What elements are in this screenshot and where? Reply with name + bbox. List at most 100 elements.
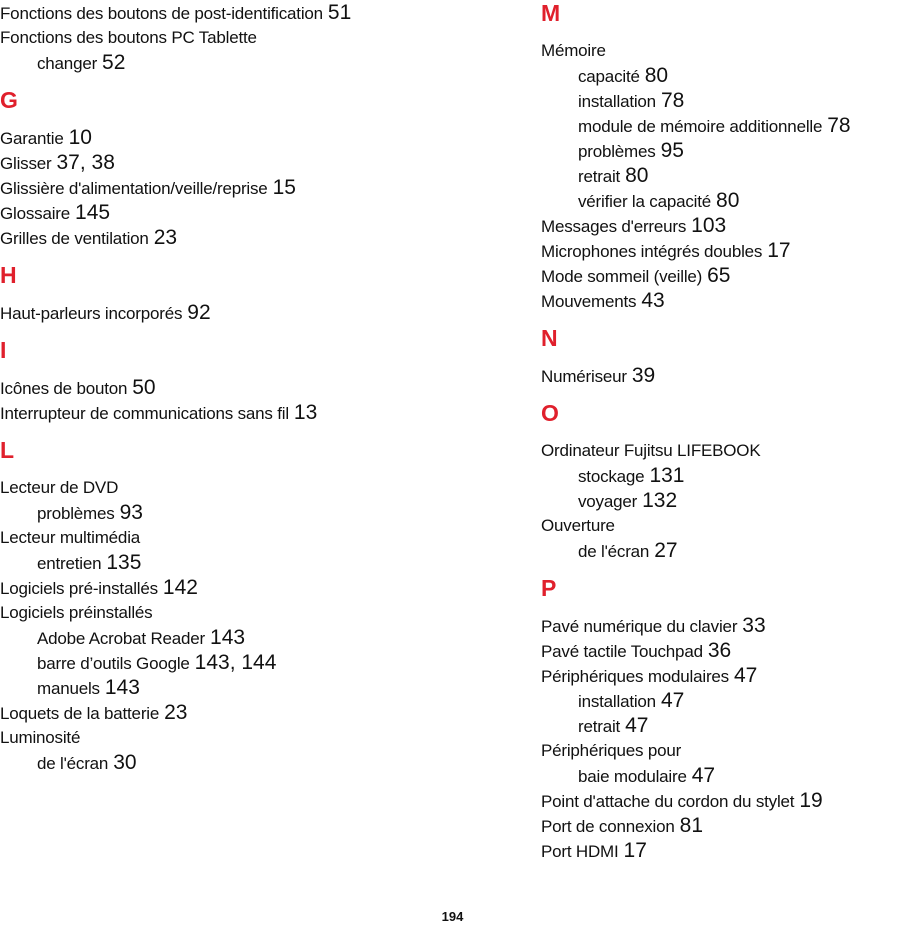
page-reference-link[interactable]: 10 — [68, 126, 92, 149]
page-reference-link[interactable]: 47 — [625, 714, 649, 737]
index-term: Mode sommeil (veille) — [541, 267, 703, 286]
index-term: Pavé numérique du clavier — [541, 617, 738, 636]
index-subentry: baie modulaire 47 — [541, 763, 905, 788]
index-term: Logiciels préinstallés — [0, 603, 153, 622]
index-letter-heading: P — [541, 575, 557, 601]
page-reference-link[interactable]: 33 — [742, 614, 766, 637]
page-reference-link[interactable]: 132 — [642, 489, 678, 512]
index-letter-heading: L — [0, 437, 15, 463]
page-reference-link[interactable]: 19 — [799, 789, 823, 812]
index-term: problèmes — [578, 142, 656, 161]
page-reference-link[interactable]: 78 — [660, 89, 685, 112]
index-term: Périphériques pour — [541, 741, 682, 760]
index-term: changer — [37, 54, 98, 73]
page-reference-link[interactable]: 47 — [660, 689, 685, 712]
index-term: Microphones intégrés doubles — [541, 242, 763, 261]
index-subentry: de l'écran 27 — [541, 538, 905, 563]
page-reference-link[interactable]: 95 — [660, 139, 684, 162]
page-reference-link[interactable]: 93 — [119, 501, 143, 524]
index-subentry: retrait 80 — [541, 163, 905, 188]
index-term: vérifier la capacité — [578, 192, 712, 211]
index-entry: Fonctions des boutons de post-identifica… — [0, 0, 470, 25]
index-letter-heading: N — [541, 325, 558, 351]
page-reference-link[interactable]: 47 — [733, 664, 758, 687]
index-entry: Périphériques pour — [541, 738, 905, 763]
page-reference-link[interactable]: 145 — [75, 201, 111, 224]
page-reference-link[interactable]: 27 — [654, 539, 678, 562]
index-entry: Ouverture — [541, 513, 905, 538]
index-letter-heading: H — [0, 262, 17, 288]
index-entry: Lecteur multimédia — [0, 525, 470, 550]
page-reference-link[interactable]: 143, 144 — [194, 651, 277, 674]
page-reference-link[interactable]: 47 — [691, 764, 716, 787]
index-term: Lecteur de DVD — [0, 478, 119, 497]
index-term: de l'écran — [37, 754, 109, 773]
index-entry: Glossaire 145 — [0, 200, 470, 225]
index-entry: Haut-parleurs incorporés 92 — [0, 300, 470, 325]
index-entry: Icônes de bouton 50 — [0, 375, 470, 400]
page-reference-link[interactable]: 23 — [153, 226, 178, 249]
index-term: Port HDMI — [541, 842, 619, 861]
index-term: Glisser — [0, 154, 52, 173]
index-entry: Ordinateur Fujitsu LIFEBOOK — [541, 438, 905, 463]
index-letter-heading: G — [0, 87, 18, 113]
page-reference-link[interactable]: 81 — [679, 814, 703, 837]
page-reference-link[interactable]: 36 — [707, 639, 732, 662]
index-subentry: problèmes 95 — [541, 138, 905, 163]
page-reference-link[interactable]: 23 — [164, 701, 188, 724]
index-subentry: voyager 132 — [541, 488, 905, 513]
page-reference-link[interactable]: 80 — [716, 189, 740, 212]
page-reference-link[interactable]: 135 — [106, 551, 142, 574]
index-term: Haut-parleurs incorporés — [0, 304, 183, 323]
page-reference-link[interactable]: 39 — [631, 364, 656, 387]
index-term: Point d'attache du cordon du stylet — [541, 792, 795, 811]
index-term: Ordinateur Fujitsu LIFEBOOK — [541, 441, 761, 460]
index-subentry: barre d’outils Google 143, 144 — [0, 650, 470, 675]
page-reference-link[interactable]: 52 — [102, 51, 126, 74]
index-term: de l'écran — [578, 542, 650, 561]
page-reference-link[interactable]: 17 — [623, 839, 647, 862]
page-reference-link[interactable]: 50 — [132, 376, 156, 399]
page-reference-link[interactable]: 80 — [644, 64, 669, 87]
index-term: barre d’outils Google — [37, 654, 190, 673]
page-reference-link[interactable]: 51 — [327, 1, 352, 24]
page-reference-link[interactable]: 143 — [104, 676, 140, 699]
index-term: Luminosité — [0, 728, 81, 747]
page-reference-link[interactable]: 80 — [625, 164, 649, 187]
page-reference-link[interactable]: 15 — [272, 176, 296, 199]
page-reference-link[interactable]: 30 — [113, 751, 137, 774]
index-subentry: vérifier la capacité 80 — [541, 188, 905, 213]
index-term: installation — [578, 692, 656, 711]
index-term: Loquets de la batterie — [0, 704, 160, 723]
index-entry: Garantie 10 — [0, 125, 470, 150]
index-letter-heading: I — [0, 337, 7, 363]
page-reference-link[interactable]: 92 — [187, 301, 211, 324]
index-term: Mouvements — [541, 292, 637, 311]
index-entry: Mode sommeil (veille) 65 — [541, 263, 905, 288]
index-term: Garantie — [0, 129, 64, 148]
index-entry: Périphériques modulaires 47 — [541, 663, 905, 688]
page-reference-link[interactable]: 13 — [293, 401, 318, 424]
page-reference-link[interactable]: 37, 38 — [56, 151, 115, 174]
index-term: Icônes de bouton — [0, 379, 128, 398]
index-entry: Numériseur 39 — [541, 363, 905, 388]
index-term: retrait — [578, 717, 621, 736]
index-term: Adobe Acrobat Reader — [37, 629, 206, 648]
index-term: entretien — [37, 554, 102, 573]
index-entry: Mouvements 43 — [541, 288, 905, 313]
page-reference-link[interactable]: 143 — [210, 626, 246, 649]
page-reference-link[interactable]: 65 — [707, 264, 731, 287]
index-term: capacité — [578, 67, 640, 86]
page-reference-link[interactable]: 131 — [649, 464, 685, 487]
index-entry: Pavé tactile Touchpad 36 — [541, 638, 905, 663]
page-reference-link[interactable]: 78 — [827, 114, 851, 137]
index-term: Numériseur — [541, 367, 627, 386]
index-entry: Pavé numérique du clavier 33 — [541, 613, 905, 638]
page-reference-link[interactable]: 17 — [767, 239, 791, 262]
page-reference-link[interactable]: 142 — [162, 576, 198, 599]
page-reference-link[interactable]: 43 — [641, 289, 665, 312]
index-term: baie modulaire — [578, 767, 687, 786]
page-reference-link[interactable]: 103 — [691, 214, 727, 237]
index-term: manuels — [37, 679, 100, 698]
index-entry: Glissière d'alimentation/veille/reprise 1… — [0, 175, 470, 200]
